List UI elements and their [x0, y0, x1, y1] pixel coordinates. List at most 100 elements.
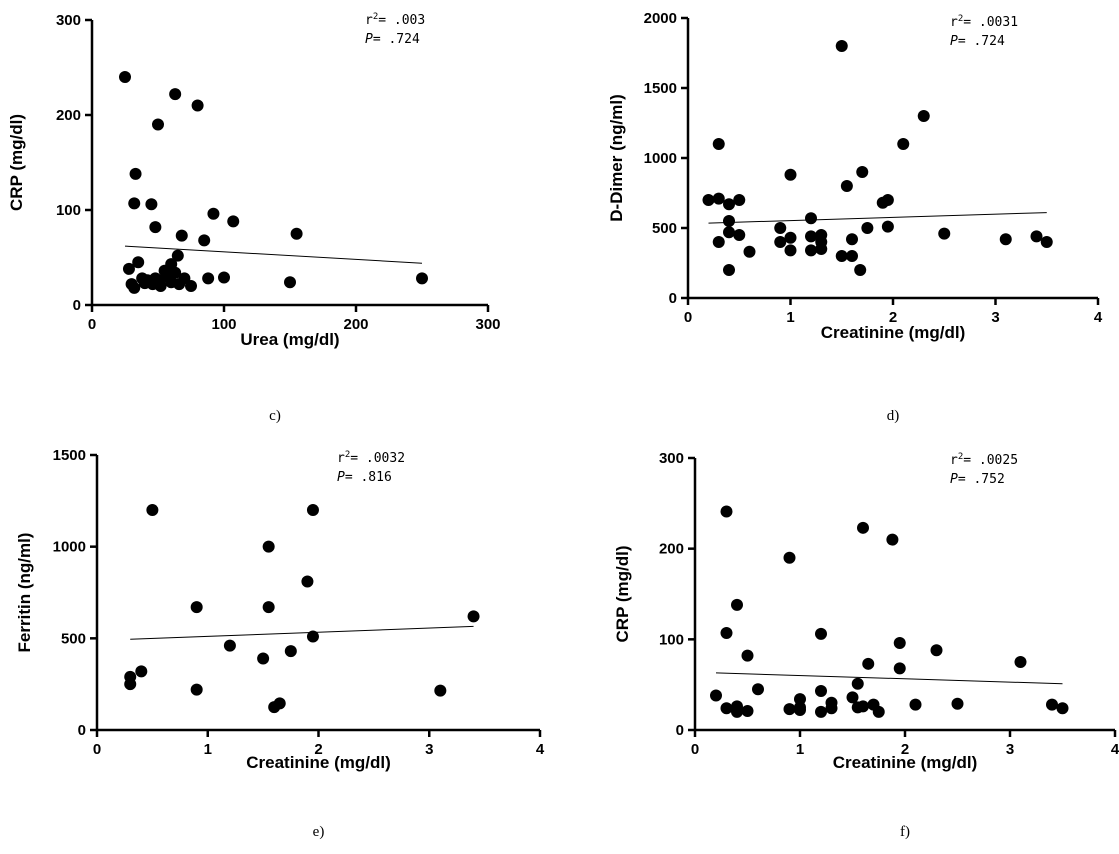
x-tick-label: 300 [475, 316, 500, 333]
data-point [227, 215, 240, 228]
data-point [723, 264, 735, 276]
x-tick-label: 1 [786, 309, 794, 326]
data-point [1046, 698, 1058, 711]
data-point [467, 610, 480, 623]
y-tick-label: 0 [78, 722, 86, 739]
data-point [202, 272, 215, 285]
p-value-stat: P= .752 [950, 472, 1005, 487]
y-tick-label: 1000 [644, 150, 677, 167]
data-point [132, 256, 145, 269]
y-tick-label: 1500 [644, 80, 677, 97]
data-point [175, 229, 188, 242]
panel-label: f) [900, 824, 910, 840]
data-point [881, 220, 894, 233]
data-point [805, 244, 817, 257]
data-point [207, 207, 220, 220]
data-point [173, 278, 186, 291]
x-tick-label: 2 [314, 741, 322, 758]
data-point [840, 180, 853, 192]
data-point [815, 685, 827, 698]
data-point [893, 662, 906, 675]
p-value-stat: P= .724 [950, 34, 1005, 49]
data-point [774, 222, 787, 234]
data-point [723, 198, 735, 211]
x-tick-label: 0 [93, 741, 101, 758]
y-tick-label: 300 [56, 12, 81, 29]
data-point [815, 243, 828, 255]
regression-line [130, 625, 474, 640]
data-point [290, 227, 303, 240]
r-squared-stat: r2= .0032 [337, 450, 405, 466]
x-tick-label: 2 [889, 309, 897, 326]
y-axis-title: Ferritin (ng/ml) [15, 533, 34, 653]
data-point [268, 701, 281, 714]
x-tick-label: 200 [343, 316, 368, 333]
data-point [1056, 702, 1069, 715]
data-point [223, 639, 236, 652]
x-tick-label: 1 [796, 741, 804, 758]
y-tick-label: 500 [61, 630, 86, 647]
scatter-panel-creatinine-ferritin: 0 500 1000 1500 0 1 2 3 4 Creatinine (mg/dl) Ferri… [15, 447, 545, 840]
x-tick-label: 0 [88, 316, 96, 333]
data-point [306, 630, 319, 643]
data-point [257, 652, 270, 665]
data-point [185, 280, 197, 292]
panel-label-c: c) [269, 408, 281, 424]
data-point [938, 227, 951, 240]
data-point [171, 249, 184, 262]
data-point [712, 236, 725, 248]
x-axis-title: Creatinine (mg/dl) [821, 323, 966, 342]
data-point [846, 233, 858, 246]
x-tick-label: 2 [901, 741, 909, 758]
data-point [1014, 656, 1027, 668]
data-point [846, 250, 858, 262]
y-axis-title: CRP (mg/dl) [7, 114, 26, 211]
data-point [897, 138, 910, 150]
data-point [1040, 236, 1053, 248]
data-point [862, 657, 875, 670]
y-tick-label: 200 [659, 541, 684, 558]
data-point [930, 644, 943, 657]
data-point [733, 194, 746, 206]
y-tick-label: 100 [659, 631, 684, 648]
data-point [743, 245, 756, 258]
data-point [815, 705, 827, 718]
y-tick-label: 200 [56, 107, 81, 124]
panel-label: d) [887, 408, 900, 424]
data-point [951, 697, 964, 710]
data-point [723, 226, 735, 239]
data-point [128, 197, 141, 210]
x-tick-label: 4 [1094, 309, 1103, 326]
y-tick-label: 100 [56, 202, 81, 219]
data-point [733, 229, 746, 241]
data-point [710, 689, 722, 702]
y-axis-title: CRP (mg/dl) [613, 546, 632, 643]
data-point [851, 677, 864, 690]
data-point [191, 99, 204, 112]
data-point [835, 40, 848, 52]
y-tick-label: 0 [669, 290, 677, 307]
data-point [284, 645, 297, 658]
y-tick-label: 0 [676, 722, 684, 739]
data-point [723, 215, 735, 227]
data-point [784, 168, 797, 181]
x-tick-label: 3 [1006, 741, 1014, 758]
regression-line [124, 245, 423, 264]
x-tick-label: 1 [204, 741, 212, 758]
data-point [129, 167, 142, 180]
x-tick-label: 4 [1111, 741, 1119, 758]
data-point [881, 194, 894, 206]
data-point [846, 691, 859, 704]
data-point [731, 598, 743, 611]
y-tick-label: 300 [659, 450, 684, 467]
x-axis-title: Creatinine (mg/dl) [246, 753, 391, 772]
data-point [774, 236, 787, 248]
data-point [999, 233, 1012, 246]
panel-label: e) [313, 824, 325, 840]
regression-line [708, 212, 1047, 224]
data-point [720, 626, 733, 639]
p-value-stat: P= .724 [365, 32, 420, 47]
data-point [805, 230, 817, 243]
data-point [893, 636, 906, 649]
